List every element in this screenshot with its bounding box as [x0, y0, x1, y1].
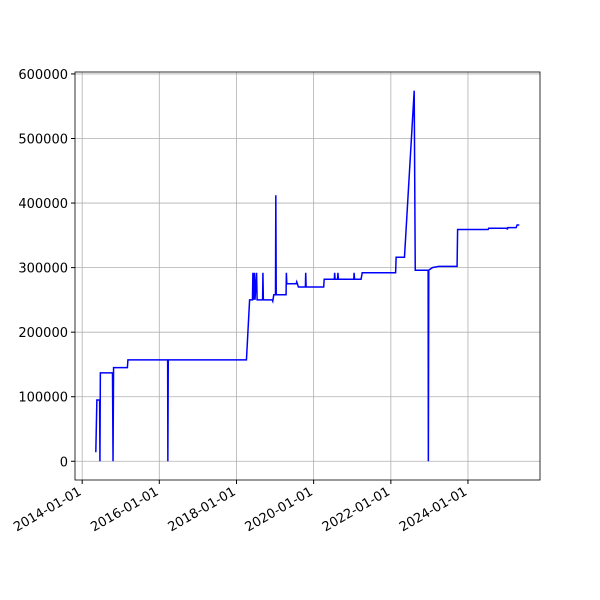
- y-tick-label: 400000: [18, 197, 68, 212]
- data-line: [95, 90, 520, 462]
- y-tick-label: 0: [60, 455, 68, 470]
- x-tick-label: 2014-01-01: [11, 484, 84, 535]
- x-tick-label: 2016-01-01: [88, 484, 161, 535]
- x-tick-label: 2020-01-01: [243, 484, 316, 535]
- x-tick-label: 2022-01-01: [320, 484, 393, 535]
- x-tick-label: 2024-01-01: [397, 484, 470, 535]
- y-tick-label: 100000: [18, 391, 68, 406]
- y-tick-label: 600000: [18, 68, 68, 83]
- y-tick-label: 500000: [18, 132, 68, 147]
- y-tick-label: 200000: [18, 326, 68, 341]
- plot-frame: [74, 71, 541, 481]
- x-tick-label: 2018-01-01: [166, 484, 239, 535]
- y-tick-label: 300000: [18, 262, 68, 277]
